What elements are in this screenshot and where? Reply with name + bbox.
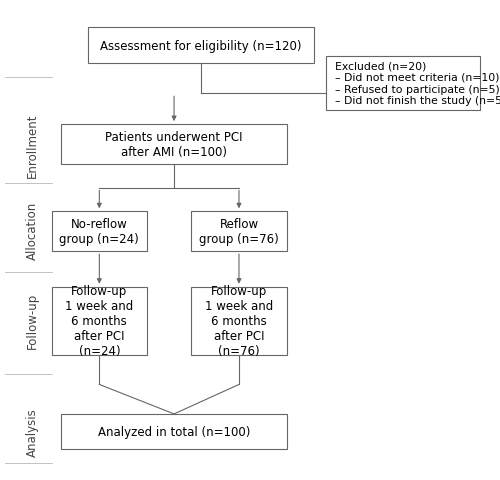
FancyBboxPatch shape xyxy=(326,57,480,111)
FancyBboxPatch shape xyxy=(52,287,147,355)
Text: No-reflow
group (n=24): No-reflow group (n=24) xyxy=(60,218,139,246)
Text: Excluded (n=20)
– Did not meet criteria (n=10)
– Refused to participate (n=5)
– : Excluded (n=20) – Did not meet criteria … xyxy=(335,61,500,106)
Text: Patients underwent PCI
after AMI (n=100): Patients underwent PCI after AMI (n=100) xyxy=(106,131,243,159)
Text: Allocation: Allocation xyxy=(26,202,38,260)
FancyBboxPatch shape xyxy=(52,212,147,252)
Text: Reflow
group (n=76): Reflow group (n=76) xyxy=(199,218,279,246)
Text: Assessment for eligibility (n=120): Assessment for eligibility (n=120) xyxy=(100,39,302,52)
Text: Analysis: Analysis xyxy=(26,407,38,456)
FancyBboxPatch shape xyxy=(88,28,314,64)
Text: Follow-up
1 week and
6 months
after PCI
(n=24): Follow-up 1 week and 6 months after PCI … xyxy=(65,285,134,358)
FancyBboxPatch shape xyxy=(191,287,287,355)
Text: Analyzed in total (n=100): Analyzed in total (n=100) xyxy=(98,425,250,438)
Text: Follow-up: Follow-up xyxy=(26,292,38,348)
FancyBboxPatch shape xyxy=(62,414,287,449)
Text: Follow-up
1 week and
6 months
after PCI
(n=76): Follow-up 1 week and 6 months after PCI … xyxy=(205,285,273,358)
FancyBboxPatch shape xyxy=(191,212,287,252)
FancyBboxPatch shape xyxy=(62,125,287,165)
Text: Enrollment: Enrollment xyxy=(26,114,38,178)
